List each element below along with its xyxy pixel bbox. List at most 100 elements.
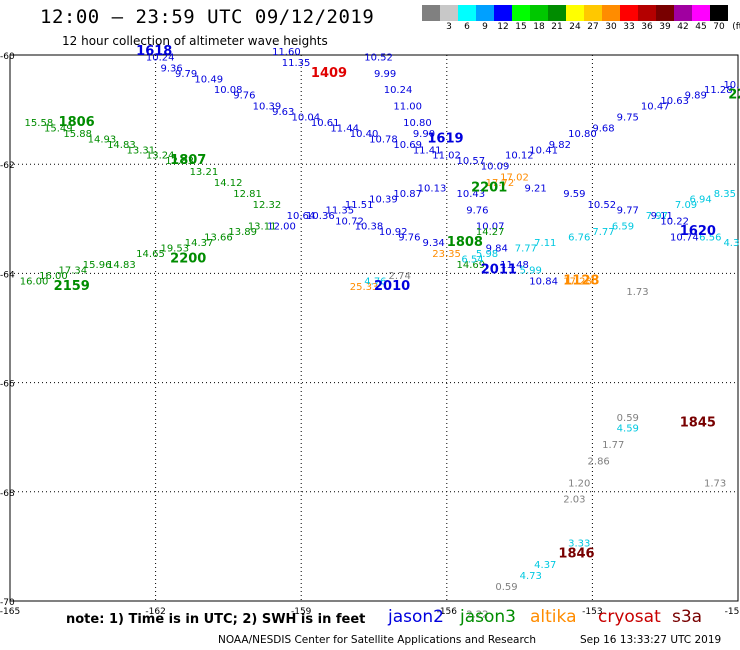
legend-swatch: [458, 5, 476, 21]
swh-value-jason2: 11.41: [413, 145, 442, 156]
swh-value-jason3: 12.83: [165, 156, 194, 167]
swh-value-jason2: 10.63: [660, 96, 689, 107]
swh-value-jason3: 13.21: [190, 167, 219, 178]
swh-value-jason2: 10.22: [660, 216, 689, 227]
swh-value-jason3: 13.66: [204, 233, 233, 244]
longitude-label: -159: [291, 607, 312, 617]
legend-swatch: [620, 5, 638, 21]
swh-value-cryosat: 0.59: [495, 582, 517, 593]
swh-value-jason3: 12.81: [233, 189, 262, 200]
pass-time-label: 1620: [680, 224, 716, 239]
credit-line: NOAA/NESDIS Center for Satellite Applica…: [218, 634, 536, 646]
swh-value-jason3: 13.31: [126, 145, 155, 156]
swh-value-jason2: 9.89: [685, 91, 707, 102]
swh-value-jason2: 9.59: [563, 189, 585, 200]
legend-swatch: [530, 5, 548, 21]
swh-value-jason2: 10.12: [505, 151, 534, 162]
swh-value-cryosat: 0.59: [617, 413, 639, 424]
latitude-label: -64: [0, 270, 15, 280]
swh-value-cryosat: 1.77: [602, 440, 624, 451]
latitude-label: -70: [0, 598, 15, 608]
swh-value-cryosat: 2.86: [588, 457, 610, 468]
swh-value-jason2: 9.79: [175, 69, 197, 80]
swh-value-s3a: 3.33: [568, 538, 590, 549]
swh-value-jason2: 10.13: [418, 184, 447, 195]
swh-value-jason2: 11.35: [282, 58, 311, 69]
swh-value-cryosat: 2.22: [466, 609, 488, 620]
pass-time-label: 1807: [170, 153, 206, 168]
latitude-label: -60: [0, 52, 15, 62]
swh-value-jason2: 11.35: [325, 205, 354, 216]
swh-value-altika: 17.28: [563, 276, 592, 287]
swh-value-jason3: 12.32: [253, 200, 282, 211]
swh-value-jason2: 10.04: [291, 113, 320, 124]
swh-value-jason2: 10.72: [335, 216, 364, 227]
swh-value-jason2: 10.24: [146, 52, 175, 63]
pass-time-label: 2201: [471, 181, 507, 196]
swh-value-jason2: 10.52: [364, 52, 393, 63]
swh-value-jason2: 11.48: [500, 260, 529, 271]
swh-value-jason2: 11.44: [330, 123, 359, 134]
legend-swatch: [692, 5, 710, 21]
swh-value-s3a: 5.98: [476, 249, 498, 260]
legend-swatch: [476, 5, 494, 21]
swh-value-jason3: 14.37: [185, 238, 214, 249]
legend-swatch: [584, 5, 602, 21]
swh-value-cryosat: 2.74: [389, 271, 411, 282]
swh-value-jason2: 9.21: [524, 184, 546, 195]
swh-value-s3a: 6.94: [689, 194, 711, 205]
legend-swatch: [710, 5, 728, 21]
swh-value-jason2: 10.92: [379, 227, 408, 238]
swh-value-jason2: 10.78: [369, 134, 398, 145]
swh-value-jason2: 9.76: [233, 91, 255, 102]
swh-value-jason3: 13.11: [248, 222, 277, 233]
swh-value-cryosat: 2.03: [563, 495, 585, 506]
swh-value-jason2: 10.49: [194, 74, 223, 85]
swh-value-jason2: 9.68: [592, 123, 614, 134]
swh-value-jason2: 9.77: [617, 205, 639, 216]
mission-jason2: jason2: [388, 607, 444, 627]
swh-value-jason2: 10.47: [641, 102, 670, 113]
swh-value-jason2: 10.69: [393, 140, 422, 151]
legend-label: 24: [569, 22, 581, 32]
swh-value-jason2: 11.02: [432, 151, 461, 162]
swh-value-jason3: 15.49: [44, 123, 73, 134]
swh-value-jason2: 10.41: [529, 145, 558, 156]
swh-value-s3a: 4.76: [364, 276, 386, 287]
legend-swatch: [512, 5, 530, 21]
legend-label: 9: [482, 22, 488, 32]
swh-value-s3a: 7.77: [515, 244, 537, 255]
swh-value-jason2: 10.20: [723, 80, 740, 91]
legend-label: 27: [587, 22, 599, 32]
swh-value-jason3: 16.00: [20, 276, 49, 287]
legend-swatch: [638, 5, 656, 21]
swh-value-s3a: 5.99: [520, 265, 542, 276]
swh-value-jason2: 11.60: [272, 47, 301, 58]
swh-value-jason2: 10.87: [393, 189, 422, 200]
swh-value-jason2: 9.99: [374, 69, 396, 80]
pass-time-label: 1618: [136, 44, 172, 59]
swh-value-jason2: 9.36: [160, 63, 182, 74]
swh-value-jason3: 14.12: [214, 178, 243, 189]
pass-time-label: 1846: [558, 546, 594, 561]
swh-value-s3a: 6.56: [699, 233, 721, 244]
latitude-label: -62: [0, 161, 15, 171]
swh-value-jason2: 11.51: [345, 200, 374, 211]
pass-time-label: 1128: [563, 273, 599, 288]
longitude-label: -153: [582, 607, 602, 617]
swh-value-jason2: 12.00: [267, 222, 296, 233]
swh-value-s3a: 6.76: [568, 233, 590, 244]
swh-value-jason2: 9.63: [272, 107, 294, 118]
swh-value-jason2: 10.36: [306, 211, 335, 222]
pass-time-label: 1409: [311, 66, 347, 81]
pass-time-labels: 1618 1409 1806 1807 1619 2201 2200 2159 2010 1808…: [54, 44, 740, 561]
swh-value-jason2: 10.40: [350, 129, 379, 140]
footnote: note: 1) Time is in UTC; 2) SWH is in fe…: [66, 612, 366, 627]
swh-value-jason3: 15.58: [25, 118, 54, 129]
swh-value-jason3: 14.27: [476, 227, 505, 238]
pass-time-label: 1806: [59, 115, 95, 130]
data-points: 10.249.369.7910.4910.089.7610.399.6310.0…: [20, 47, 740, 620]
legend-label: 33: [623, 22, 635, 32]
legend-label: 12: [497, 22, 509, 32]
